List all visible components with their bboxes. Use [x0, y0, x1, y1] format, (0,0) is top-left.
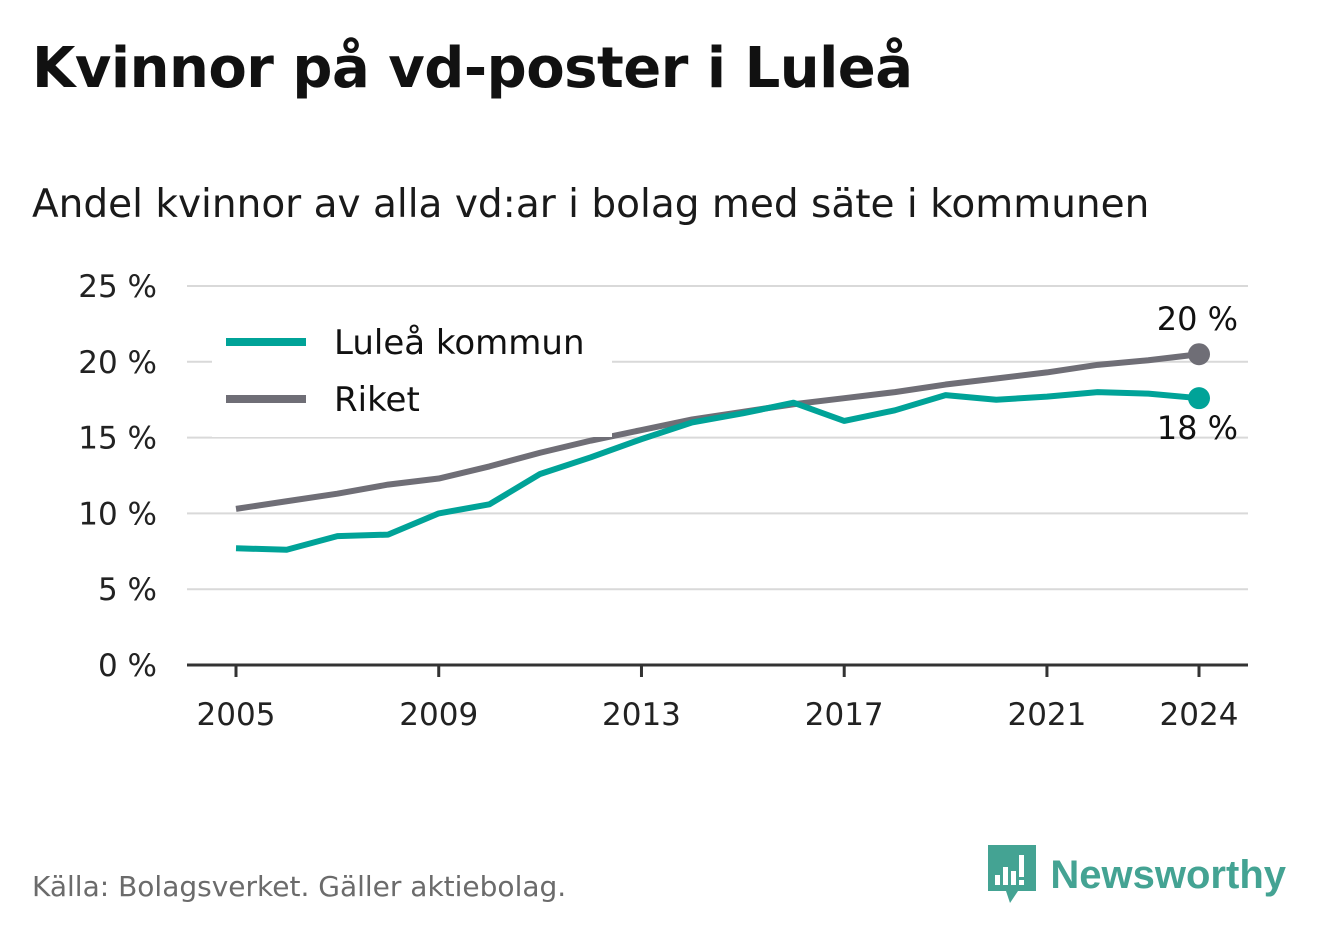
y-tick-label: 0 %: [98, 648, 157, 684]
x-tick-label: 2021: [1007, 697, 1086, 733]
y-tick-label: 10 %: [78, 496, 157, 532]
end-label-riket: 20 %: [1157, 300, 1238, 338]
end-label-lulea: 18 %: [1157, 409, 1238, 447]
x-tick-label: 2013: [602, 697, 681, 733]
y-tick-label: 25 %: [78, 269, 157, 305]
source-note: Källa: Bolagsverket. Gäller aktiebolag.: [32, 870, 567, 903]
x-tick-label: 2024: [1160, 697, 1239, 733]
legend-box: [212, 312, 612, 437]
x-axis: 2005 2009 2013 2017 2021 2024: [187, 663, 1248, 733]
x-tick-label: 2009: [399, 697, 478, 733]
end-labels: 20 % 18 %: [1157, 300, 1238, 447]
y-tick-label: 15 %: [78, 421, 157, 457]
series-lines: [235, 343, 1210, 553]
series-end-point: [1188, 343, 1210, 366]
chart-title: Kvinnor på vd-poster i Luleå: [32, 36, 913, 101]
y-axis: 0 % 5 % 10 % 15 % 20 % 25 %: [78, 269, 157, 684]
line-chart: 0 %5 %10 %15 %20 %25 % 2005 2009 2013 2017 2…: [78, 269, 1248, 733]
y-tick-label: 20 %: [78, 345, 157, 381]
legend-label: Luleå kommun: [334, 323, 585, 363]
brand-logo: Newsworthy: [988, 845, 1286, 905]
x-tick-label: 2005: [197, 697, 276, 733]
legend-label: Riket: [334, 380, 420, 420]
brand-name: Newsworthy: [1050, 852, 1286, 897]
newsworthy-logo-icon: [988, 845, 1037, 903]
legend: Luleå kommun Riket: [212, 312, 612, 437]
series-end-point: [1188, 387, 1210, 410]
series-line-lulea: [235, 389, 1200, 553]
y-tick-label: 5 %: [98, 572, 157, 608]
chart-subtitle: Andel kvinnor av alla vd:ar i bolag med …: [32, 182, 1150, 227]
x-tick-label: 2017: [805, 697, 884, 733]
